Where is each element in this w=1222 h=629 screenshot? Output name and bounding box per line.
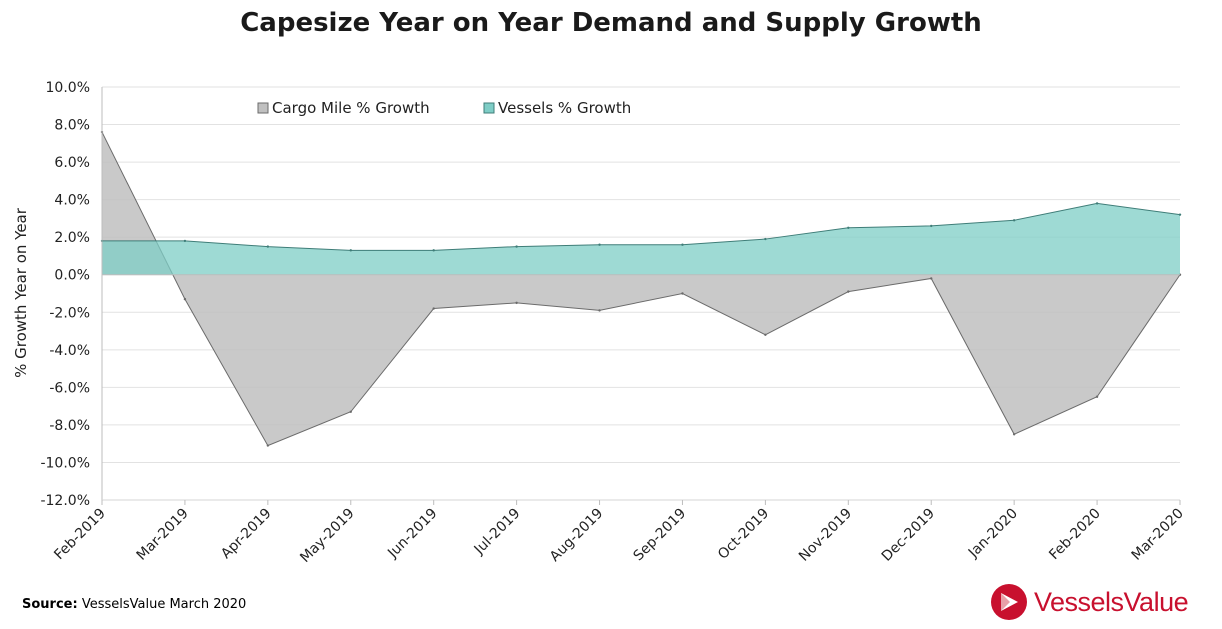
x-tick-label: Aug-2019	[547, 506, 606, 565]
data-point	[266, 444, 270, 447]
data-point	[847, 290, 850, 293]
vesselsvalue-logo-icon	[991, 584, 1027, 620]
x-tick-label: Apr-2019	[218, 506, 275, 563]
y-tick-label: 6.0%	[54, 155, 90, 171]
y-tick-label: 8.0%	[54, 118, 90, 134]
x-tick-label: Jul-2019	[471, 506, 524, 559]
data-point	[432, 249, 435, 252]
data-point	[1095, 202, 1099, 205]
x-tick-label: May-2019	[297, 506, 357, 566]
source-label: Source:	[22, 597, 78, 612]
x-tick-label: Dec-2019	[879, 506, 938, 565]
data-point	[515, 301, 518, 305]
y-axis-label: % Growth Year on Year	[12, 207, 30, 378]
y-tick-label: -8.0%	[49, 418, 90, 434]
x-tick-label: Feb-2019	[51, 506, 109, 564]
x-tick-label: Jan-2020	[965, 506, 1021, 562]
data-point	[349, 410, 352, 413]
legend: Cargo Mile % Growth Vessels % Growth	[257, 99, 631, 117]
data-point	[930, 277, 933, 280]
x-tick-labels: Feb-2019 Mar-2019 Apr-2019 May-2019 Jun-2019…	[51, 506, 1187, 566]
x-tick-label: Mar-2020	[1129, 506, 1187, 564]
data-point	[1012, 433, 1016, 436]
legend-swatch	[483, 102, 495, 114]
series-area-cargo-mile-growth	[102, 132, 1180, 446]
y-tick-label: 10.0%	[46, 80, 90, 96]
legend-label: Vessels % Growth	[498, 99, 631, 117]
data-point	[847, 226, 850, 229]
data-point	[183, 239, 187, 243]
x-tick-label: Oct-2019	[715, 506, 772, 563]
axes	[101, 87, 1181, 505]
series-line-cargo-mile-growth	[101, 131, 1181, 447]
x-tick-label: Feb-2020	[1046, 506, 1104, 564]
data-point	[598, 243, 601, 246]
y-tick-label: -2.0%	[49, 305, 90, 321]
legend-label: Cargo Mile % Growth	[272, 99, 430, 117]
data-point	[681, 292, 684, 295]
data-point	[349, 249, 352, 252]
data-point	[598, 309, 601, 312]
source-note: Source: VesselsValue March 2020	[22, 597, 246, 612]
chart-title: Capesize Year on Year Demand and Supply …	[240, 8, 982, 38]
legend-swatch	[257, 102, 269, 114]
source-text: VesselsValue March 2020	[81, 597, 247, 612]
y-tick-labels: 10.0% 8.0% 6.0% 4.0% 2.0% 0.0% -2.0% -4.0% -6.0%…	[40, 80, 90, 509]
series-area-vessels-growth	[102, 203, 1180, 275]
data-point	[1178, 213, 1182, 216]
y-tick-label: 4.0%	[54, 193, 90, 209]
x-tick-label: Sep-2019	[631, 506, 690, 565]
x-tick-label: Jun-2019	[384, 506, 440, 562]
y-tick-label: -10.0%	[40, 455, 90, 471]
data-point	[1095, 395, 1099, 398]
data-point	[1012, 219, 1016, 222]
series-line-vessels-growth	[102, 202, 1181, 251]
x-tick-label: Mar-2019	[134, 506, 192, 564]
data-point	[183, 297, 187, 301]
data-point	[764, 333, 767, 336]
data-point	[266, 245, 270, 248]
data-point	[515, 245, 518, 248]
brand-name: VesselsValue	[1034, 586, 1189, 617]
y-tick-label: -12.0%	[40, 493, 90, 509]
y-tick-label: 0.0%	[54, 268, 90, 284]
series-areas	[100, 130, 1182, 447]
data-point	[930, 224, 933, 228]
y-tick-label: 2.0%	[54, 230, 90, 246]
data-point	[432, 307, 435, 310]
x-tick-label: Nov-2019	[796, 506, 855, 565]
y-tick-label: -4.0%	[49, 343, 90, 359]
data-point	[764, 237, 767, 241]
data-point	[681, 243, 684, 246]
brand-logo: VesselsValue	[990, 582, 1189, 622]
y-tick-label: -6.0%	[49, 380, 90, 396]
